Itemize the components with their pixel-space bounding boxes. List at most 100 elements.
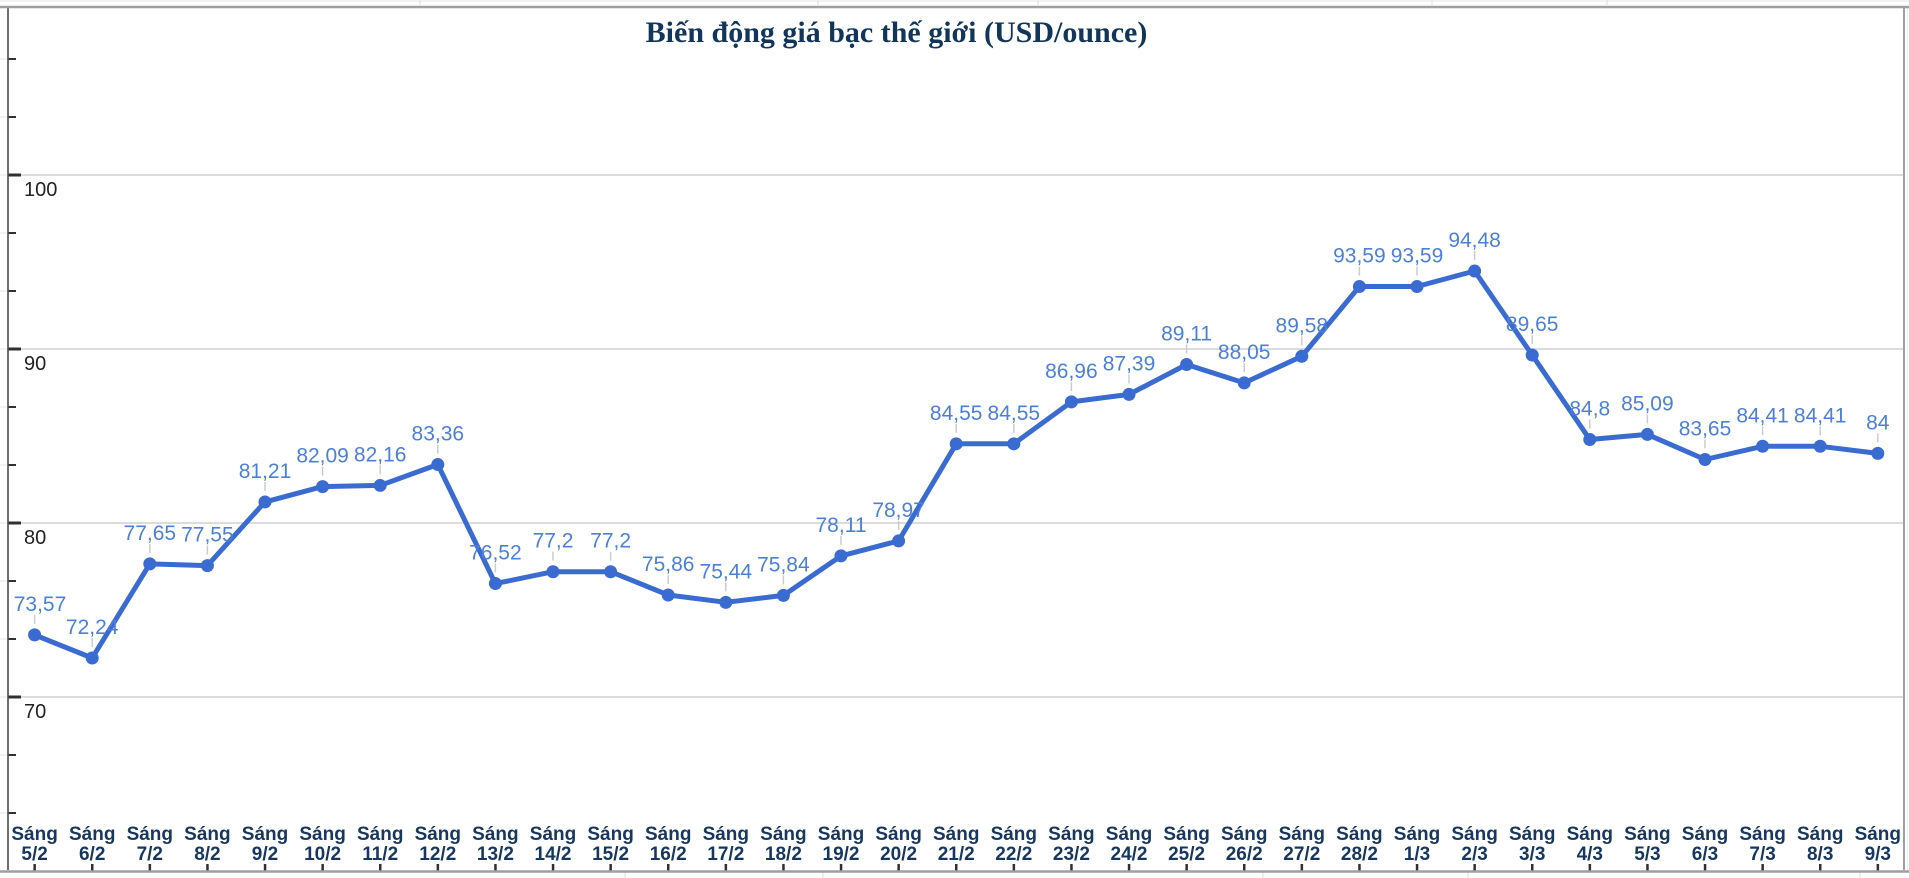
data-label: 82,16 [354,443,407,466]
data-point-24-2[interactable] [1122,387,1136,401]
x-axis-label-date: 3/3 [1519,844,1545,865]
data-label: 94,48 [1448,229,1501,252]
data-point-9-2[interactable] [258,495,272,509]
data-label: 77,2 [590,530,631,553]
data-point-7-2[interactable] [143,557,157,571]
x-tick-mark [1300,864,1304,871]
y-axis-label: 90 [24,353,46,375]
x-axis-label-date: 8/3 [1807,844,1833,865]
x-axis-label-prefix: Sáng [1624,824,1670,845]
data-label: 83,65 [1679,417,1732,440]
data-label: 85,09 [1621,392,1674,415]
x-tick-mark [782,864,785,871]
x-axis-label-prefix: Sáng [184,824,230,845]
data-point-22-2[interactable] [1007,437,1021,451]
x-axis-label-date: 7/2 [137,844,163,865]
x-tick-mark [955,864,958,871]
x-tick-mark [494,864,497,871]
data-point-27-2[interactable] [1295,349,1309,363]
data-label: 76,52 [469,542,522,565]
data-point-10-2[interactable] [316,480,330,494]
data-label: 84,55 [988,402,1041,425]
x-axis-label-prefix: Sáng [587,824,633,845]
x-axis-label-prefix: Sáng [472,824,518,845]
x-tick-mark [1012,864,1016,871]
x-tick-mark [379,864,382,871]
x-tick-mark [263,864,267,871]
x-axis-label-prefix: Sáng [127,824,173,845]
x-axis-label-prefix: Sáng [1394,824,1440,845]
x-axis-label-date: 10/2 [304,844,341,865]
x-tick-mark [1473,864,1476,871]
data-point-9-3[interactable] [1871,446,1885,460]
data-point-26-2[interactable] [1237,376,1251,390]
data-point-18-2[interactable] [776,588,790,602]
x-tick-mark [1243,864,1246,871]
x-tick-mark [148,864,152,871]
data-point-15-2[interactable] [604,565,618,579]
x-axis-label-date: 22/2 [995,844,1032,865]
x-tick-mark [1531,864,1534,871]
data-point-14-2[interactable] [546,565,560,579]
x-axis-label-date: 9/2 [252,844,278,865]
x-tick-mark [667,864,670,871]
x-axis-label-date: 13/2 [477,844,514,865]
data-point-11-2[interactable] [373,478,387,492]
x-axis-label-prefix: Sáng [357,824,403,845]
x-axis-label-date: 25/2 [1168,844,1205,865]
data-label: 75,44 [700,560,753,583]
x-axis-label-prefix: Sáng [299,824,345,845]
x-tick-mark [1127,864,1131,871]
x-axis-label-prefix: Sáng [1336,824,1382,845]
data-point-6-3[interactable] [1698,452,1712,466]
x-tick-mark [1415,864,1419,871]
x-axis-label-date: 2/3 [1461,844,1487,865]
data-point-1-3[interactable] [1410,280,1424,294]
data-point-21-2[interactable] [949,437,963,451]
x-axis-label-prefix: Sáng [242,824,288,845]
data-point-13-2[interactable] [488,577,502,591]
x-axis-label-date: 21/2 [938,844,975,865]
x-axis-label-prefix: Sáng [530,824,576,845]
x-axis-label-prefix: Sáng [1797,824,1843,845]
data-point-7-3[interactable] [1756,439,1770,453]
data-point-3-3[interactable] [1525,348,1539,362]
data-point-6-2[interactable] [85,651,99,665]
x-axis-label-prefix: Sáng [933,824,979,845]
data-point-8-3[interactable] [1813,439,1827,453]
data-point-23-2[interactable] [1064,395,1078,409]
data-point-28-2[interactable] [1352,280,1366,294]
x-tick-mark [1185,864,1188,871]
x-tick-mark [609,864,612,871]
data-point-12-2[interactable] [431,458,445,472]
x-tick-mark [1876,864,1880,871]
data-point-16-2[interactable] [661,588,675,602]
x-axis-label-prefix: Sáng [1451,824,1497,845]
data-point-5-2[interactable] [28,628,42,642]
data-point-25-2[interactable] [1180,357,1194,371]
data-point-17-2[interactable] [719,595,733,609]
x-axis-label-date: 6/3 [1692,844,1718,865]
data-label: 77,65 [124,522,177,545]
x-tick-mark [33,864,36,871]
x-axis-label-prefix: Sáng [1855,824,1901,845]
x-tick-mark [206,864,209,871]
x-axis-label-date: 19/2 [823,844,860,865]
x-tick-mark [1358,864,1361,871]
x-axis-label-date: 8/2 [194,844,220,865]
x-axis-label-prefix: Sáng [415,824,461,845]
data-point-8-2[interactable] [200,559,214,573]
data-point-5-3[interactable] [1640,427,1654,441]
x-axis-label-date: 28/2 [1341,844,1378,865]
data-point-2-3[interactable] [1468,264,1482,278]
data-point-4-3[interactable] [1583,432,1597,446]
x-axis-label-prefix: Sáng [1106,824,1152,845]
data-point-20-2[interactable] [892,534,906,548]
x-axis-label-prefix: Sáng [703,824,749,845]
data-label: 81,21 [239,460,292,483]
x-axis-label-date: 20/2 [880,844,917,865]
data-point-19-2[interactable] [834,549,848,563]
y-axis-label: 80 [24,527,46,549]
data-label: 77,2 [533,530,574,553]
